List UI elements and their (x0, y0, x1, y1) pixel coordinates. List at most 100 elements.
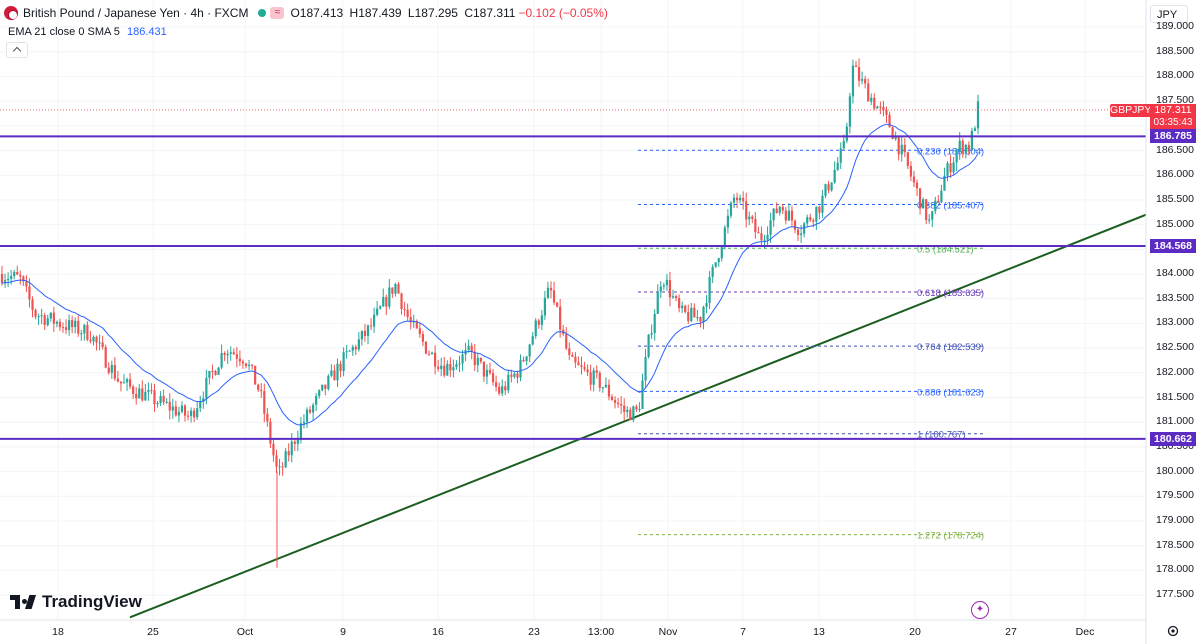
candle-body (647, 334, 650, 357)
horizontal-level-tag: 180.662 (1150, 431, 1196, 446)
candle-body (491, 373, 495, 383)
candle-body (690, 307, 693, 322)
time-axis-tick: 18 (52, 626, 64, 638)
candle-body (583, 366, 586, 370)
currency-selector[interactable]: JPY (1150, 5, 1188, 23)
candle-body (406, 309, 409, 318)
candle-body (190, 410, 193, 416)
indicator-value: 186.431 (126, 26, 167, 38)
candle-body (321, 384, 324, 391)
candle-body (434, 352, 437, 367)
candle-body (418, 328, 421, 335)
candle-body (620, 404, 623, 406)
collapse-icon[interactable] (6, 42, 28, 58)
candle-body (446, 364, 449, 376)
candle-body (7, 278, 10, 281)
candle-body (531, 336, 534, 345)
symbol-title[interactable]: British Pound / Japanese Yen · 4h · FXCM (23, 6, 249, 20)
candle-body (714, 262, 717, 267)
candle-body (681, 305, 684, 309)
candle-body (287, 451, 290, 456)
candle-body (870, 97, 873, 102)
indicator-legend[interactable]: EMA 21 close 0 SMA 5 186.431 (8, 26, 167, 38)
fibonacci-retracement[interactable]: 0.236 (186.504) 0.382 (185.407) 0.5 (184.5… (638, 146, 984, 542)
candle-body (522, 360, 525, 362)
candle-body (183, 405, 187, 416)
candle-body (729, 202, 733, 216)
candle-body (226, 353, 229, 356)
candle-body (952, 162, 955, 173)
candle-body (516, 373, 519, 378)
candle-body (604, 384, 607, 388)
symbol-header: British Pound / Japanese Yen · 4h · FXCM… (4, 5, 614, 21)
price-axis-tick: 182.000 (1156, 365, 1194, 378)
candle-body (586, 369, 589, 373)
candle-body (580, 365, 583, 367)
candle-body (964, 144, 967, 154)
candle-body (891, 127, 894, 140)
candle-body (778, 206, 781, 213)
open-value: O187.413 (290, 6, 344, 20)
candle-body (217, 367, 220, 375)
candle-body (626, 409, 629, 413)
candle-body (928, 219, 931, 221)
candle-body (3, 280, 7, 284)
candle-body (147, 390, 150, 392)
candle-body (299, 423, 302, 439)
candle-body (754, 218, 757, 233)
candle-body (473, 351, 476, 366)
candle-body (357, 339, 360, 350)
candle-body (64, 327, 68, 331)
fib-level-label: 0.236 (186.504) (917, 146, 984, 157)
candle-body (882, 106, 885, 110)
candle-body (95, 336, 98, 343)
candle-body (525, 356, 528, 362)
fib-level-label: 1.272 (178.724) (917, 531, 984, 542)
candle-body (717, 258, 720, 263)
candle-body (732, 197, 736, 203)
candle-body (644, 356, 647, 381)
horizontal-levels[interactable] (0, 135, 1146, 440)
fib-level-label: 0.618 (183.635) (917, 288, 984, 299)
candle-body (107, 367, 110, 373)
candle-body (571, 354, 574, 357)
candle-body (275, 455, 278, 467)
candle-body (80, 333, 83, 335)
candle-body (772, 208, 775, 221)
candle-body (537, 320, 540, 325)
candle-body (467, 345, 470, 351)
candle-body (638, 408, 641, 410)
candle-body (784, 210, 787, 221)
tradingview-logo[interactable]: TradingView (10, 592, 142, 612)
candle-body (973, 128, 977, 131)
price-axis-tick: 185.500 (1156, 192, 1194, 205)
wave-icon[interactable]: ≈ (270, 7, 285, 19)
fib-level-label: 1 (180.767) (917, 430, 966, 441)
candle-body (943, 175, 946, 191)
candle-body (379, 306, 382, 309)
settings-icon[interactable] (1166, 624, 1180, 638)
price-axis-tick: 181.000 (1156, 415, 1194, 428)
candle-body (742, 197, 745, 202)
candle-body (31, 299, 34, 310)
candle-body (421, 334, 424, 342)
candle-body (931, 211, 934, 220)
trendline-segment (129, 213, 1147, 619)
candle-body (391, 287, 394, 294)
candle-body (360, 330, 363, 340)
candle-body (760, 233, 763, 241)
candle-body (650, 333, 653, 335)
candle-body (897, 137, 900, 155)
price-axis-tick: 177.500 (1156, 588, 1194, 601)
candle-body (513, 373, 516, 377)
ema-polyline (1, 123, 979, 426)
spark-icon[interactable]: ✦ (971, 601, 989, 619)
trendline[interactable] (129, 213, 1147, 619)
time-axis-tick: 23 (528, 626, 540, 638)
candle-body (720, 247, 723, 259)
candle-body (171, 406, 174, 411)
candle-body (839, 148, 842, 163)
candle-body (376, 308, 379, 315)
